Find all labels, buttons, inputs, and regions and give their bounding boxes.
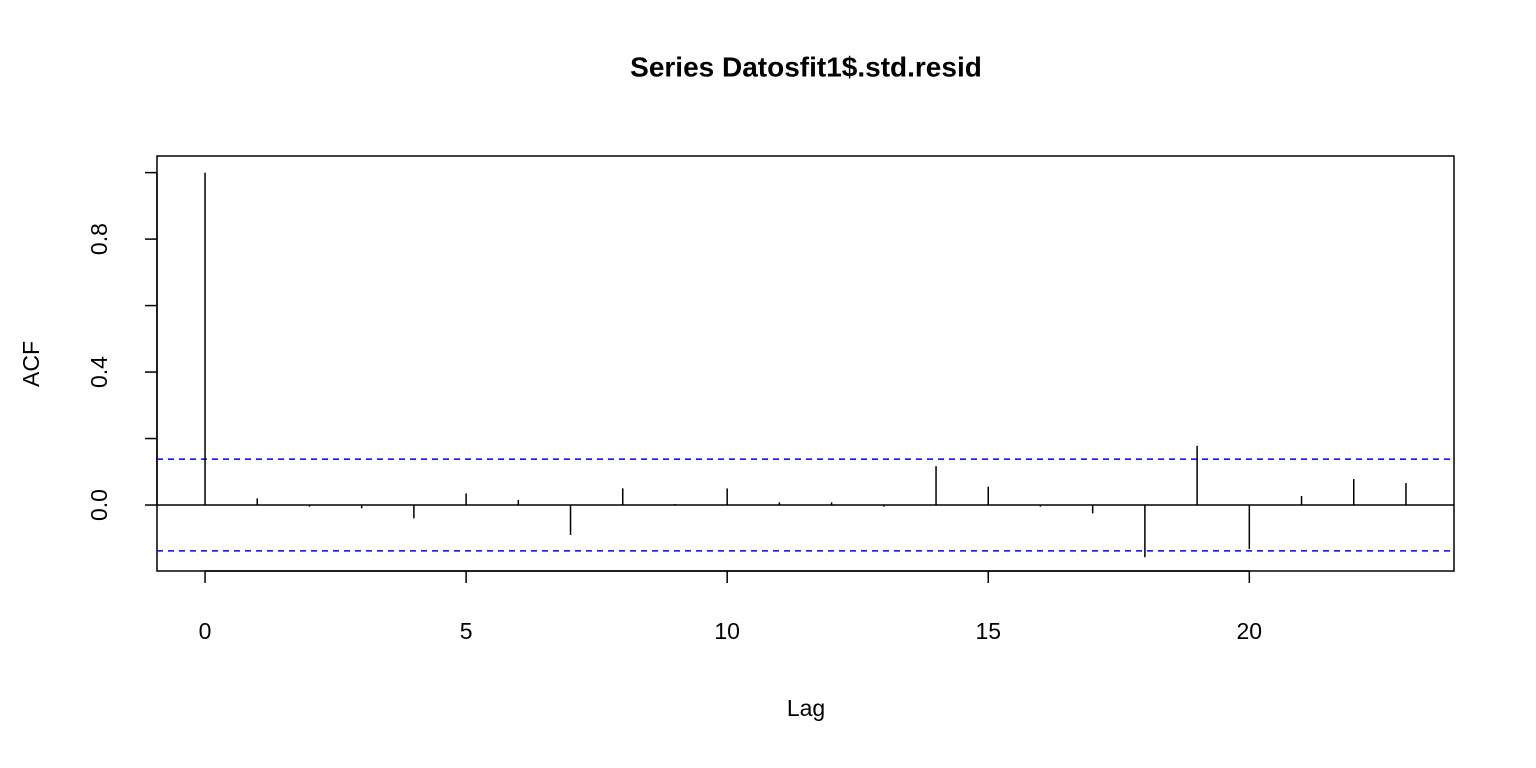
y-tick-label: 0.8 [86,223,112,255]
chart-title: Series Datosfit1$.std.resid [630,51,982,82]
x-tick-label: 10 [714,618,740,644]
y-tick-label: 0.4 [86,356,112,388]
x-tick-label: 15 [975,618,1001,644]
y-tick-label: 0.0 [86,489,112,521]
x-tick-label: 20 [1237,618,1263,644]
x-tick-label: 0 [199,618,212,644]
x-axis-label: Lag [787,695,825,721]
y-axis-label: ACF [18,341,44,387]
x-tick-label: 5 [460,618,473,644]
